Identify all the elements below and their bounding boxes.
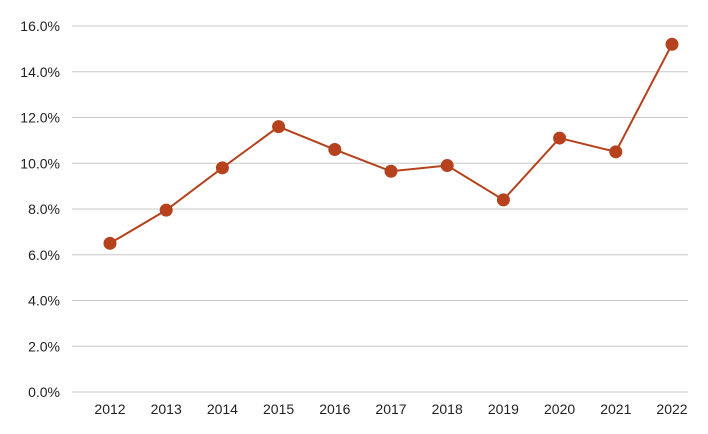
- x-tick-label: 2018: [432, 401, 463, 417]
- y-tick-label: 4.0%: [28, 293, 60, 309]
- series: [109, 43, 673, 245]
- data-point: [384, 164, 398, 178]
- x-axis-tick-labels: 2012 2013 2014 2015 2016 2017 2018 2019 2020 2021…: [94, 401, 687, 417]
- x-tick-label: 2019: [488, 401, 519, 417]
- y-tick-label: 10.0%: [20, 155, 60, 171]
- data-point: [103, 236, 117, 250]
- data-point: [159, 203, 173, 217]
- x-tick-label: 2012: [94, 401, 125, 417]
- y-tick-label: 16.0%: [20, 18, 60, 34]
- data-point: [553, 131, 567, 145]
- data-point: [665, 37, 679, 51]
- y-tick-label: 2.0%: [28, 338, 60, 354]
- x-tick-label: 2020: [544, 401, 575, 417]
- y-tick-label: 14.0%: [20, 64, 60, 80]
- x-tick-label: 2022: [656, 401, 687, 417]
- x-tick-label: 2017: [375, 401, 406, 417]
- y-tick-label: 6.0%: [28, 247, 60, 263]
- data-point: [609, 145, 623, 159]
- x-tick-label: 2014: [207, 401, 238, 417]
- data-point: [440, 159, 454, 173]
- series-line: [109, 43, 673, 245]
- data-point: [272, 120, 286, 134]
- data-points: [103, 37, 679, 250]
- x-tick-label: 2016: [319, 401, 350, 417]
- x-tick-label: 2021: [600, 401, 631, 417]
- y-axis-tick-labels: 0.0% 2.0% 4.0% 6.0% 8.0% 10.0% 12.0% 14.0% 16.0%: [20, 18, 60, 400]
- data-point: [215, 161, 229, 175]
- y-tick-label: 8.0%: [28, 201, 60, 217]
- y-tick-label: 0.0%: [28, 384, 60, 400]
- y-tick-label: 12.0%: [20, 110, 60, 126]
- data-point: [496, 193, 510, 207]
- x-tick-label: 2013: [151, 401, 182, 417]
- data-point: [328, 143, 342, 157]
- gridlines: [72, 25, 688, 393]
- x-tick-label: 2015: [263, 401, 294, 417]
